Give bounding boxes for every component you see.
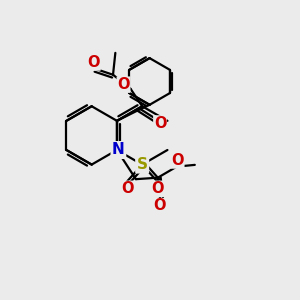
Text: O: O bbox=[171, 153, 184, 168]
Text: O: O bbox=[154, 116, 166, 131]
Text: O: O bbox=[117, 77, 130, 92]
Text: O: O bbox=[121, 181, 133, 196]
Text: O: O bbox=[153, 199, 166, 214]
Text: O: O bbox=[88, 55, 100, 70]
Text: N: N bbox=[112, 142, 125, 158]
Text: S: S bbox=[137, 157, 148, 172]
Text: O: O bbox=[151, 181, 164, 196]
